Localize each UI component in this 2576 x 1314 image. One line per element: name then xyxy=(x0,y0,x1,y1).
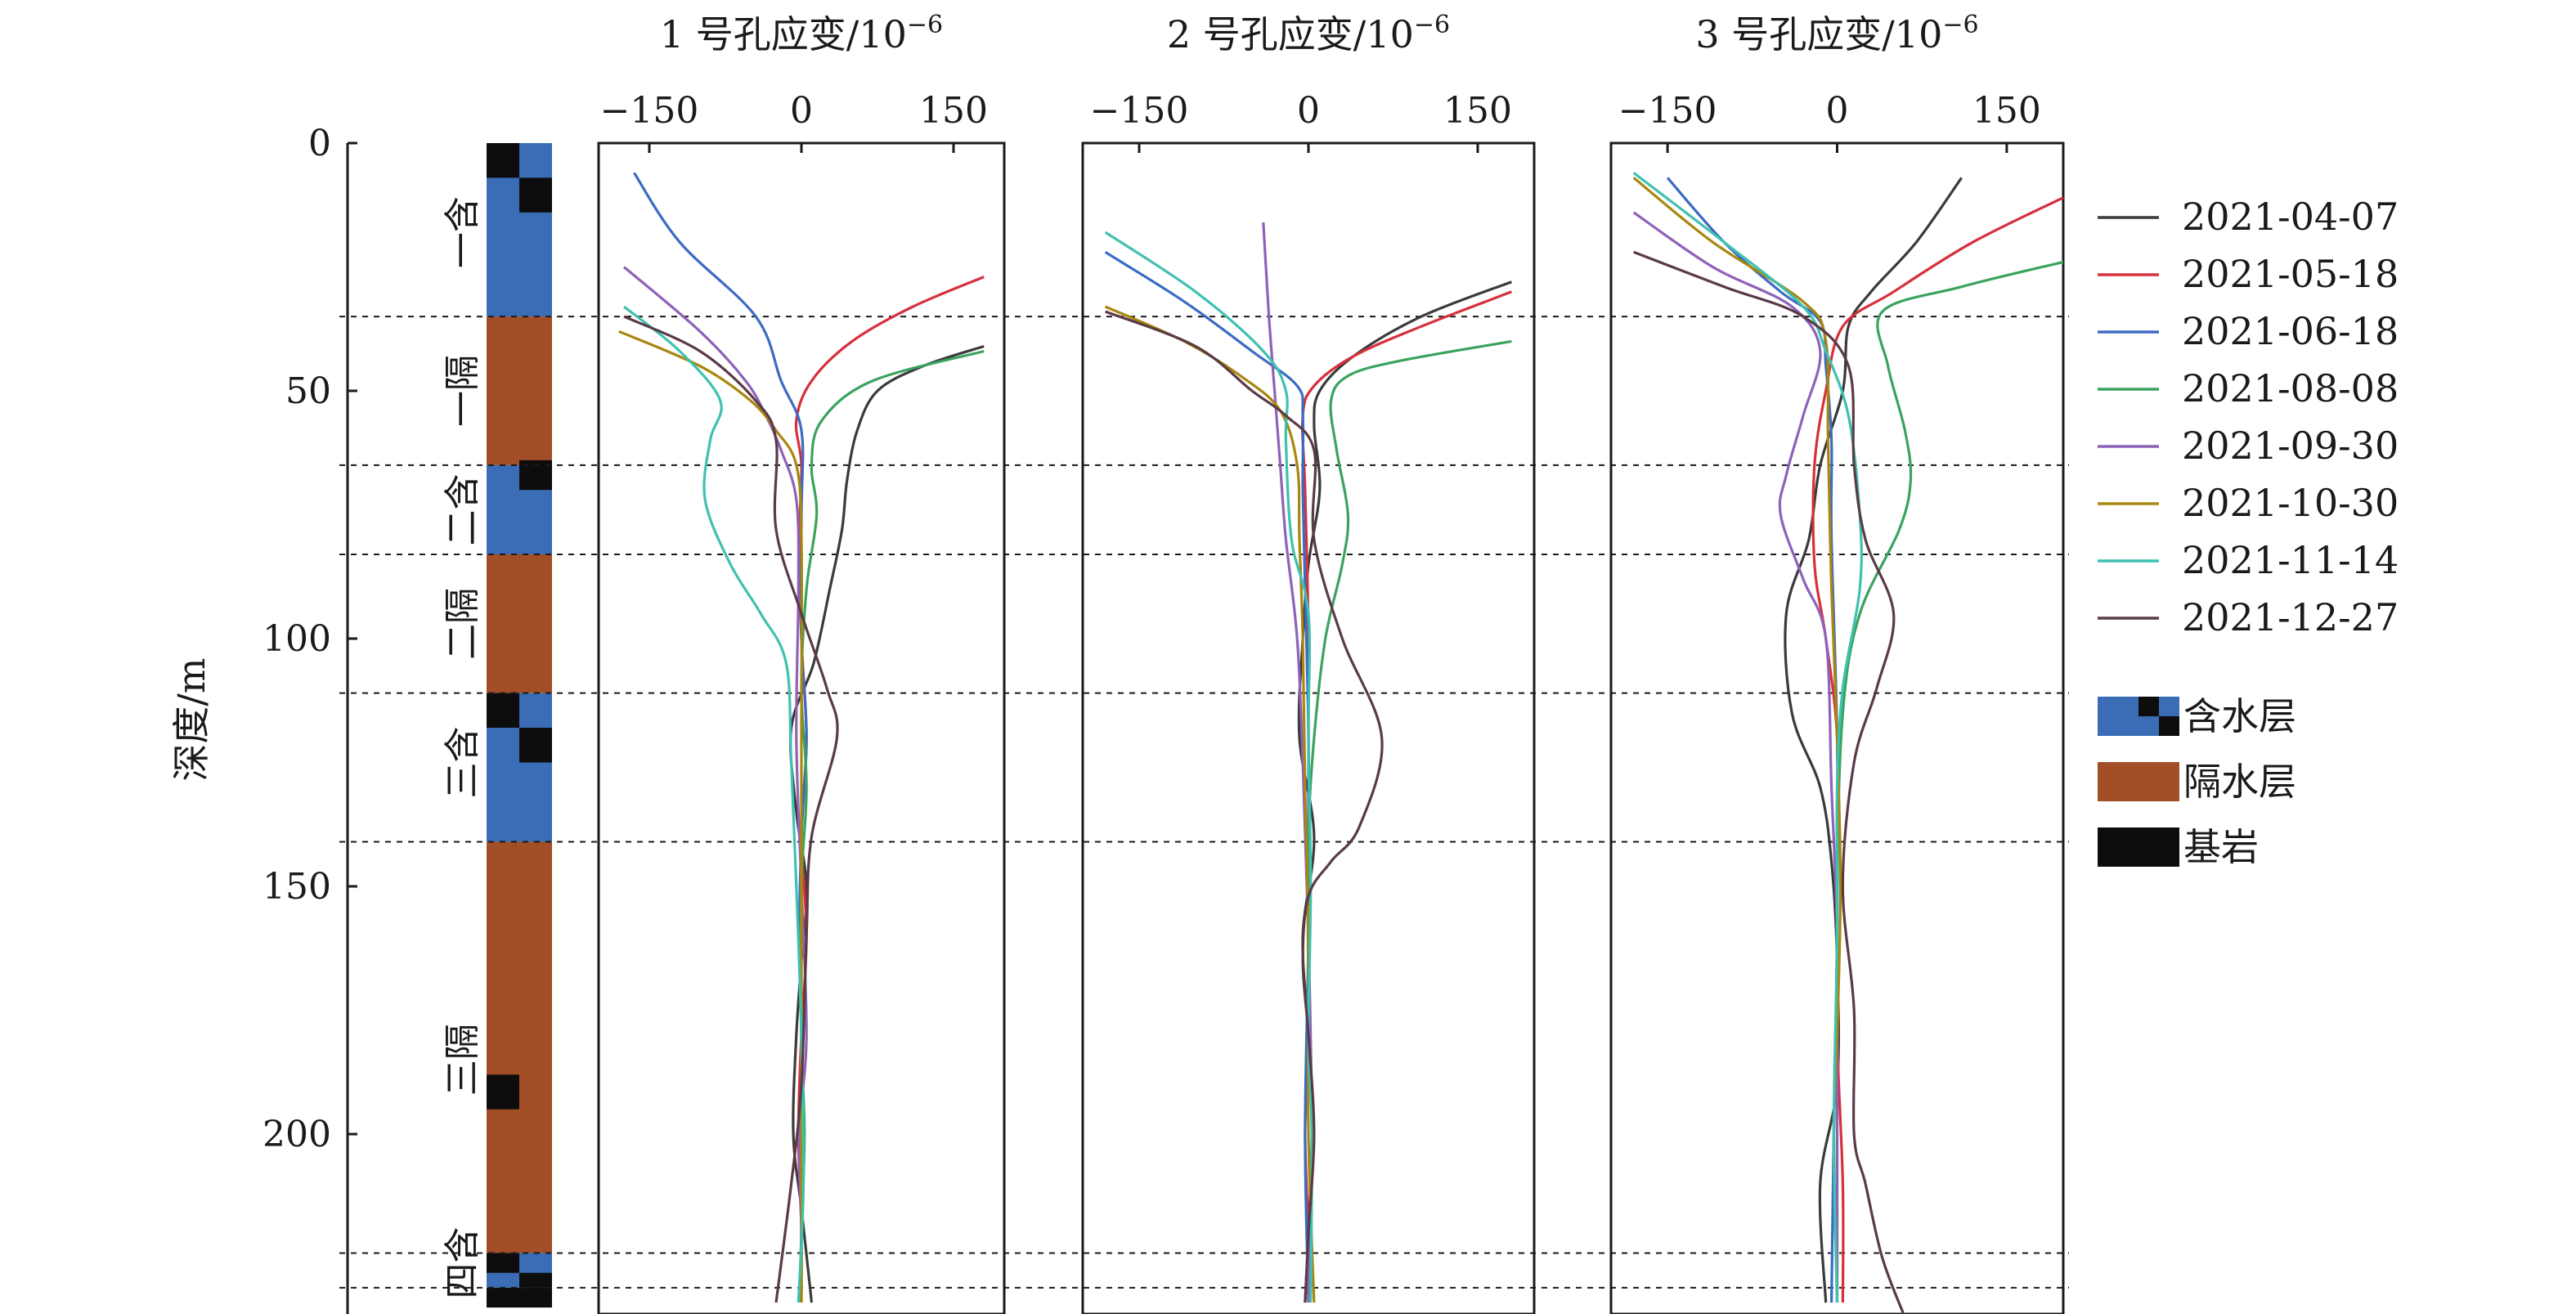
panel-title-exponent-2: −6 xyxy=(1414,11,1450,39)
series-line-3-2021-11-14 xyxy=(1632,172,1863,1303)
panel-title-text-3: 3 号孔应变/10 xyxy=(1695,12,1942,56)
legend-layer-label-aquifer: 含水层 xyxy=(2183,694,2296,738)
x-tick-label-1-1: 0 xyxy=(790,90,813,132)
series-line-3-2021-12-27 xyxy=(1633,250,1905,1314)
series-line-3-2021-10-30 xyxy=(1632,177,1842,1303)
stratum-bedrock-7 xyxy=(487,1287,552,1308)
layer-label-0: 一含 xyxy=(442,196,483,268)
series-line-2-2021-06-18 xyxy=(1104,250,1311,1303)
panel-title-3: 3 号孔应变/10−6 xyxy=(1695,11,1978,56)
x-tick-label-3-2: 150 xyxy=(1972,90,2041,132)
legend-label-2021-05-18: 2021-05-18 xyxy=(2182,252,2399,296)
bedrock-block-4 xyxy=(519,728,552,763)
strain-panel-1: −150 0 150 1 号孔应变/10−6 xyxy=(597,11,1006,1314)
legend-swatch-block-a xyxy=(2138,697,2159,716)
series-line-2-2021-08-08 xyxy=(1306,339,1512,1303)
legend-label-2021-10-30: 2021-10-30 xyxy=(2182,481,2399,525)
layer-label-2: 二含 xyxy=(442,473,483,545)
layer-label-4: 三含 xyxy=(442,727,483,799)
series-line-3-2021-06-18 xyxy=(1666,177,1839,1303)
legend-layer-label-bedrock: 基岩 xyxy=(2183,825,2259,869)
bedrock-block-1 xyxy=(519,177,552,213)
stratum-aquiclude-3 xyxy=(487,554,552,693)
panel-title-exponent-3: −6 xyxy=(1942,11,1978,39)
legend-label-2021-12-27: 2021-12-27 xyxy=(2182,595,2399,639)
layer-label-5: 三隔 xyxy=(442,1024,483,1096)
strain-panel-2: −150 0 150 2 号孔应变/10−6 xyxy=(1081,11,1536,1314)
legend-label-2021-06-18: 2021-06-18 xyxy=(2182,309,2399,353)
series-line-1-2021-06-18 xyxy=(633,172,808,1303)
x-tick-label-1-0: −150 xyxy=(600,90,699,132)
legend-label-2021-11-14: 2021-11-14 xyxy=(2182,538,2399,582)
bedrock-block-0 xyxy=(487,143,519,178)
series-line-3-2021-05-18 xyxy=(1811,196,2064,1303)
legend: 2021-04-07 2021-05-18 2021-06-18 2021-08-08… xyxy=(2098,195,2399,869)
legend-swatch-fill-bedrock xyxy=(2098,827,2179,867)
layer-boundaries xyxy=(339,316,2069,1289)
bedrock-block-7 xyxy=(519,1272,552,1288)
layer-label-1: 一隔 xyxy=(442,355,483,427)
legend-swatch-bedrock xyxy=(2098,827,2179,867)
series-line-1-2021-12-27 xyxy=(623,315,839,1303)
y-tick-label-0: 0 xyxy=(308,123,331,164)
x-tick-label-2-0: −150 xyxy=(1090,90,1189,132)
panel-title-exponent-1: −6 xyxy=(907,11,943,39)
x-tick-label-2-1: 0 xyxy=(1297,90,1320,132)
stratum-aquiclude-5 xyxy=(487,841,552,1253)
y-tick-label-4: 200 xyxy=(263,1114,331,1155)
y-tick-label-1: 50 xyxy=(285,370,331,412)
depth-axis: 0 50 100 150 200 xyxy=(263,123,357,1314)
layer-label-6: 四含 xyxy=(442,1227,483,1299)
series-line-3-2021-04-07 xyxy=(1784,177,1963,1303)
panel-title-1: 1 号孔应变/10−6 xyxy=(660,11,943,56)
legend-label-2021-09-30: 2021-09-30 xyxy=(2182,424,2399,468)
series-line-1-2021-10-30 xyxy=(618,330,804,1303)
series-line-1-2021-09-30 xyxy=(622,266,808,1303)
legend-swatch-fill-aquiclude xyxy=(2098,762,2179,801)
legend-layer-label-aquiclude: 隔水层 xyxy=(2183,760,2296,804)
legend-label-2021-04-07: 2021-04-07 xyxy=(2182,195,2399,239)
x-tick-label-3-1: 0 xyxy=(1826,90,1849,132)
panel-title-2: 2 号孔应变/10−6 xyxy=(1167,11,1450,56)
legend-label-2021-08-08: 2021-08-08 xyxy=(2182,366,2399,410)
bedrock-block-3 xyxy=(487,693,519,729)
series-line-2-2021-12-27 xyxy=(1105,310,1384,1303)
series-line-1-2021-04-07 xyxy=(789,344,985,1303)
legend-swatch-block-b xyxy=(2159,716,2179,736)
y-axis-label: 深度/m xyxy=(169,657,213,781)
panel-title-text-2: 2 号孔应变/10 xyxy=(1167,12,1414,56)
panel-title-text-1: 1 号孔应变/10 xyxy=(660,12,907,56)
stratum-aquiclude-1 xyxy=(487,316,552,465)
series-line-1-2021-08-08 xyxy=(797,349,985,1303)
y-tick-label-2: 100 xyxy=(263,618,331,660)
x-tick-label-2-2: 150 xyxy=(1443,90,1512,132)
legend-swatch-aquifer xyxy=(2098,697,2179,736)
bedrock-block-5 xyxy=(487,1074,519,1110)
series-line-2-2021-11-14 xyxy=(1104,231,1313,1303)
x-tick-label-3-0: −150 xyxy=(1618,90,1717,132)
series-line-2-2021-05-18 xyxy=(1300,290,1512,1303)
legend-swatch-aquiclude xyxy=(2098,762,2179,801)
y-tick-label-3: 150 xyxy=(263,866,331,908)
series-line-3-2021-08-08 xyxy=(1835,260,2064,1303)
series-line-2-2021-04-07 xyxy=(1297,280,1512,1303)
bedrock-block-6 xyxy=(487,1253,519,1273)
x-tick-label-1-2: 150 xyxy=(919,90,988,132)
strain-panel-3: −150 0 150 3 号孔应变/10−6 xyxy=(1609,11,2065,1314)
layer-label-3: 二隔 xyxy=(442,588,483,660)
series-line-2-2021-10-30 xyxy=(1104,305,1316,1303)
